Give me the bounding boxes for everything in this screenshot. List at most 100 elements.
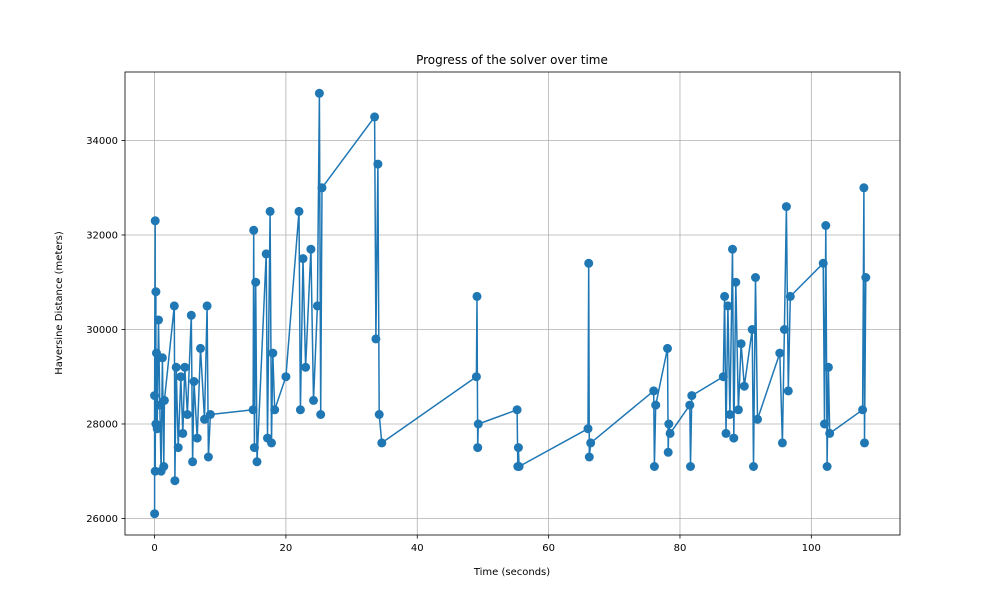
y-tick-label: 30000 xyxy=(86,325,118,336)
data-point xyxy=(858,405,868,415)
data-point xyxy=(301,362,311,372)
data-point xyxy=(202,301,212,311)
data-point xyxy=(720,291,730,301)
data-point xyxy=(298,254,308,264)
data-point xyxy=(176,372,186,382)
data-point xyxy=(718,372,728,382)
data-point xyxy=(687,391,697,401)
data-point xyxy=(150,391,160,401)
data-point xyxy=(583,424,593,434)
data-point xyxy=(205,410,215,419)
data-point xyxy=(268,348,278,358)
data-point xyxy=(723,301,733,311)
data-point xyxy=(281,372,291,382)
data-point xyxy=(822,462,832,471)
data-point xyxy=(473,419,483,429)
data-point xyxy=(783,386,793,396)
data-point xyxy=(749,462,758,471)
y-axis-label: Haversine Distance (meters) xyxy=(54,231,65,375)
data-point xyxy=(472,291,482,301)
data-point xyxy=(785,291,795,301)
x-tick-label: 80 xyxy=(674,543,687,554)
data-point xyxy=(820,419,829,429)
data-point xyxy=(753,414,762,424)
data-point xyxy=(159,462,169,471)
data-point xyxy=(314,88,324,98)
data-point xyxy=(471,372,481,382)
data-point xyxy=(731,277,741,287)
series-line xyxy=(153,92,867,514)
data-point xyxy=(728,244,737,254)
data-point xyxy=(725,410,735,419)
data-point xyxy=(270,405,280,415)
data-point xyxy=(171,362,181,372)
data-point xyxy=(294,206,304,216)
data-point xyxy=(859,183,869,193)
data-point xyxy=(151,287,161,297)
data-point xyxy=(651,400,661,410)
data-point xyxy=(818,258,828,268)
data-point xyxy=(781,202,791,212)
data-point xyxy=(733,405,743,415)
x-tick-label: 20 xyxy=(280,543,293,554)
data-point xyxy=(513,443,523,453)
data-point xyxy=(584,452,594,462)
data-point xyxy=(751,273,760,282)
data-point xyxy=(374,410,384,419)
data-point xyxy=(295,405,305,415)
data-point xyxy=(665,428,675,438)
data-point xyxy=(306,244,316,254)
data-point xyxy=(249,225,259,235)
data-point xyxy=(736,339,746,349)
data-point xyxy=(182,410,192,419)
data-point xyxy=(192,433,202,443)
x-tick-label: 100 xyxy=(802,543,821,554)
data-point xyxy=(180,362,190,372)
data-point xyxy=(248,405,258,415)
data-point xyxy=(170,476,180,486)
data-point xyxy=(512,405,522,415)
data-point xyxy=(514,462,524,471)
data-point xyxy=(150,216,160,226)
data-point xyxy=(265,206,275,216)
plot-frame xyxy=(124,71,901,536)
data-point xyxy=(267,438,276,448)
data-point xyxy=(663,343,672,353)
data-point xyxy=(779,325,789,334)
x-tick-label: 60 xyxy=(542,543,555,554)
x-tick-label: 40 xyxy=(411,543,424,554)
data-point xyxy=(777,438,787,448)
chart-title: Progress of the solver over time xyxy=(416,53,608,67)
data-point xyxy=(649,462,659,471)
data-point xyxy=(186,310,196,320)
data-point xyxy=(252,457,262,467)
y-tick-label: 26000 xyxy=(86,514,118,525)
data-point xyxy=(249,443,259,453)
data-point xyxy=(685,400,695,410)
data-point xyxy=(775,348,785,358)
data-point xyxy=(825,428,835,438)
data-point xyxy=(189,377,199,386)
data-point xyxy=(154,315,163,325)
data-point xyxy=(721,428,731,438)
data-point xyxy=(377,438,387,448)
x-tick-label: 0 xyxy=(151,543,157,554)
data-point xyxy=(169,301,179,311)
data-point xyxy=(309,395,318,405)
data-point xyxy=(178,428,188,438)
data-point xyxy=(316,410,326,419)
x-axis-label: Time (seconds) xyxy=(473,567,550,578)
data-point xyxy=(586,438,596,448)
data-point xyxy=(203,452,213,462)
y-tick-label: 32000 xyxy=(86,230,118,241)
data-point xyxy=(473,443,483,453)
y-tick-label: 34000 xyxy=(86,136,118,147)
data-point xyxy=(251,277,261,287)
data-point xyxy=(371,334,381,344)
data-point xyxy=(317,183,327,193)
data-point xyxy=(196,343,205,353)
y-tick-label: 28000 xyxy=(86,419,118,430)
data-point xyxy=(261,249,271,259)
